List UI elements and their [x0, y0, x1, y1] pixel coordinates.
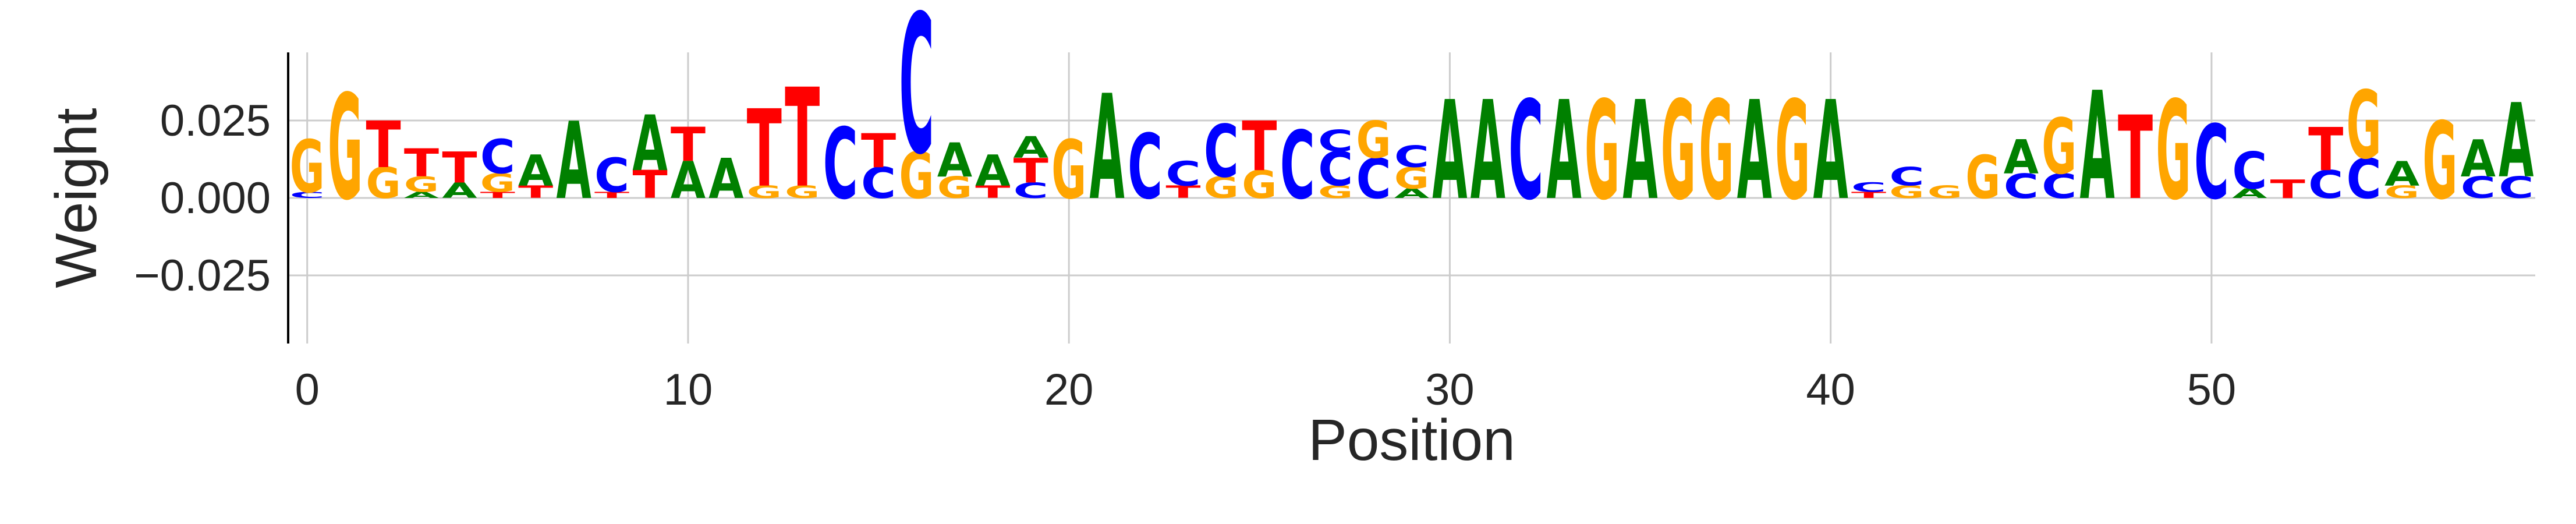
logo-letter-A: A: [1014, 130, 1048, 165]
logo-letter-G: G: [1585, 72, 1620, 230]
logo-letter-G: G: [1965, 143, 2000, 212]
logo-letter-A: A: [975, 146, 1010, 196]
logo-letter-T: T: [861, 124, 897, 178]
y-tick-label: 0.025: [160, 96, 271, 146]
logo-letter-A: A: [1813, 72, 1848, 230]
logo-letter-A: A: [1432, 72, 1467, 230]
logo-letter-T: T: [785, 59, 820, 218]
y-tick-label: 0.000: [160, 174, 271, 223]
logo-letter-G: G: [2042, 102, 2077, 192]
logo-letter-A: A: [1471, 72, 1505, 230]
logo-letter-T: T: [2118, 91, 2153, 225]
logo-letter-C: C: [594, 149, 629, 203]
logo-letter-T: T: [2308, 115, 2343, 185]
logo-letter-G: G: [1051, 124, 1086, 218]
x-tick-label: 40: [1806, 365, 1855, 415]
logo-letter-A: A: [1090, 65, 1125, 232]
logo-letter-T: T: [1242, 108, 1277, 186]
logo-letter-C: C: [1889, 162, 1924, 192]
logo-letter-C: C: [480, 130, 515, 185]
logo-letter-G: G: [1356, 111, 1391, 171]
logo-letter-C: C: [1318, 125, 1353, 159]
logo-letter-G: G: [2422, 100, 2457, 224]
logo-letter-C: C: [2194, 104, 2229, 223]
logo-letter-C: C: [1851, 180, 1886, 194]
logo-letter-T: T: [366, 109, 401, 183]
logo-letter-A: A: [2080, 61, 2115, 233]
x-axis-label: Position: [1308, 408, 1515, 473]
x-tick-label: 10: [664, 365, 713, 415]
logo-letter-A: A: [2004, 130, 2039, 184]
logo-letter-G: G: [328, 65, 363, 233]
logo-letter-T: T: [671, 118, 706, 172]
logo-letter-C: C: [1128, 115, 1163, 219]
x-tick-label: 0: [295, 365, 320, 415]
logo-letter-A: A: [632, 100, 667, 189]
logo-letter-G: G: [2347, 72, 2382, 180]
x-tick-label: 20: [1044, 365, 1094, 415]
logo-letter-A: A: [2384, 154, 2419, 194]
logo-letter-C: C: [1394, 140, 1429, 175]
x-tick-label: 50: [2187, 365, 2237, 415]
logo-letter-C: C: [2232, 141, 2267, 201]
logo-letter-G: G: [290, 126, 325, 210]
logo-letter-T: T: [2270, 175, 2306, 204]
logo-letter-C: C: [1280, 112, 1315, 221]
y-tick-label: −0.025: [134, 251, 271, 300]
logo-letter-G: G: [1775, 72, 1810, 230]
logo-letter-G: G: [1661, 72, 1696, 230]
logo-letter-A: A: [1737, 72, 1772, 230]
logo-letter-G: G: [1927, 182, 1962, 202]
y-axis-label: Weight: [44, 108, 109, 288]
logo-letter-T: T: [747, 87, 782, 211]
logo-letter-A: A: [2461, 129, 2496, 189]
logo-letter-A: A: [1622, 72, 1657, 230]
logo-letter-A: A: [1547, 72, 1582, 230]
logo-letter-T: T: [442, 144, 477, 193]
logo-letter-C: C: [1165, 154, 1200, 194]
logo-letter-A: A: [518, 146, 553, 196]
logo-letter-C: C: [1204, 109, 1239, 193]
logo-letter-A: A: [708, 148, 743, 211]
logo-letter-A: A: [557, 100, 591, 224]
logo-letter-C: C: [899, 0, 934, 197]
logo-letter-G: G: [2156, 72, 2191, 230]
logo-letter-T: T: [404, 141, 439, 186]
logo-letter-C: C: [1508, 73, 1543, 231]
logo-letter-A: A: [937, 133, 972, 187]
logo-letter-G: G: [1699, 72, 1734, 230]
logo-letter-A: A: [2499, 82, 2534, 200]
logo-letter-C: C: [823, 108, 858, 221]
